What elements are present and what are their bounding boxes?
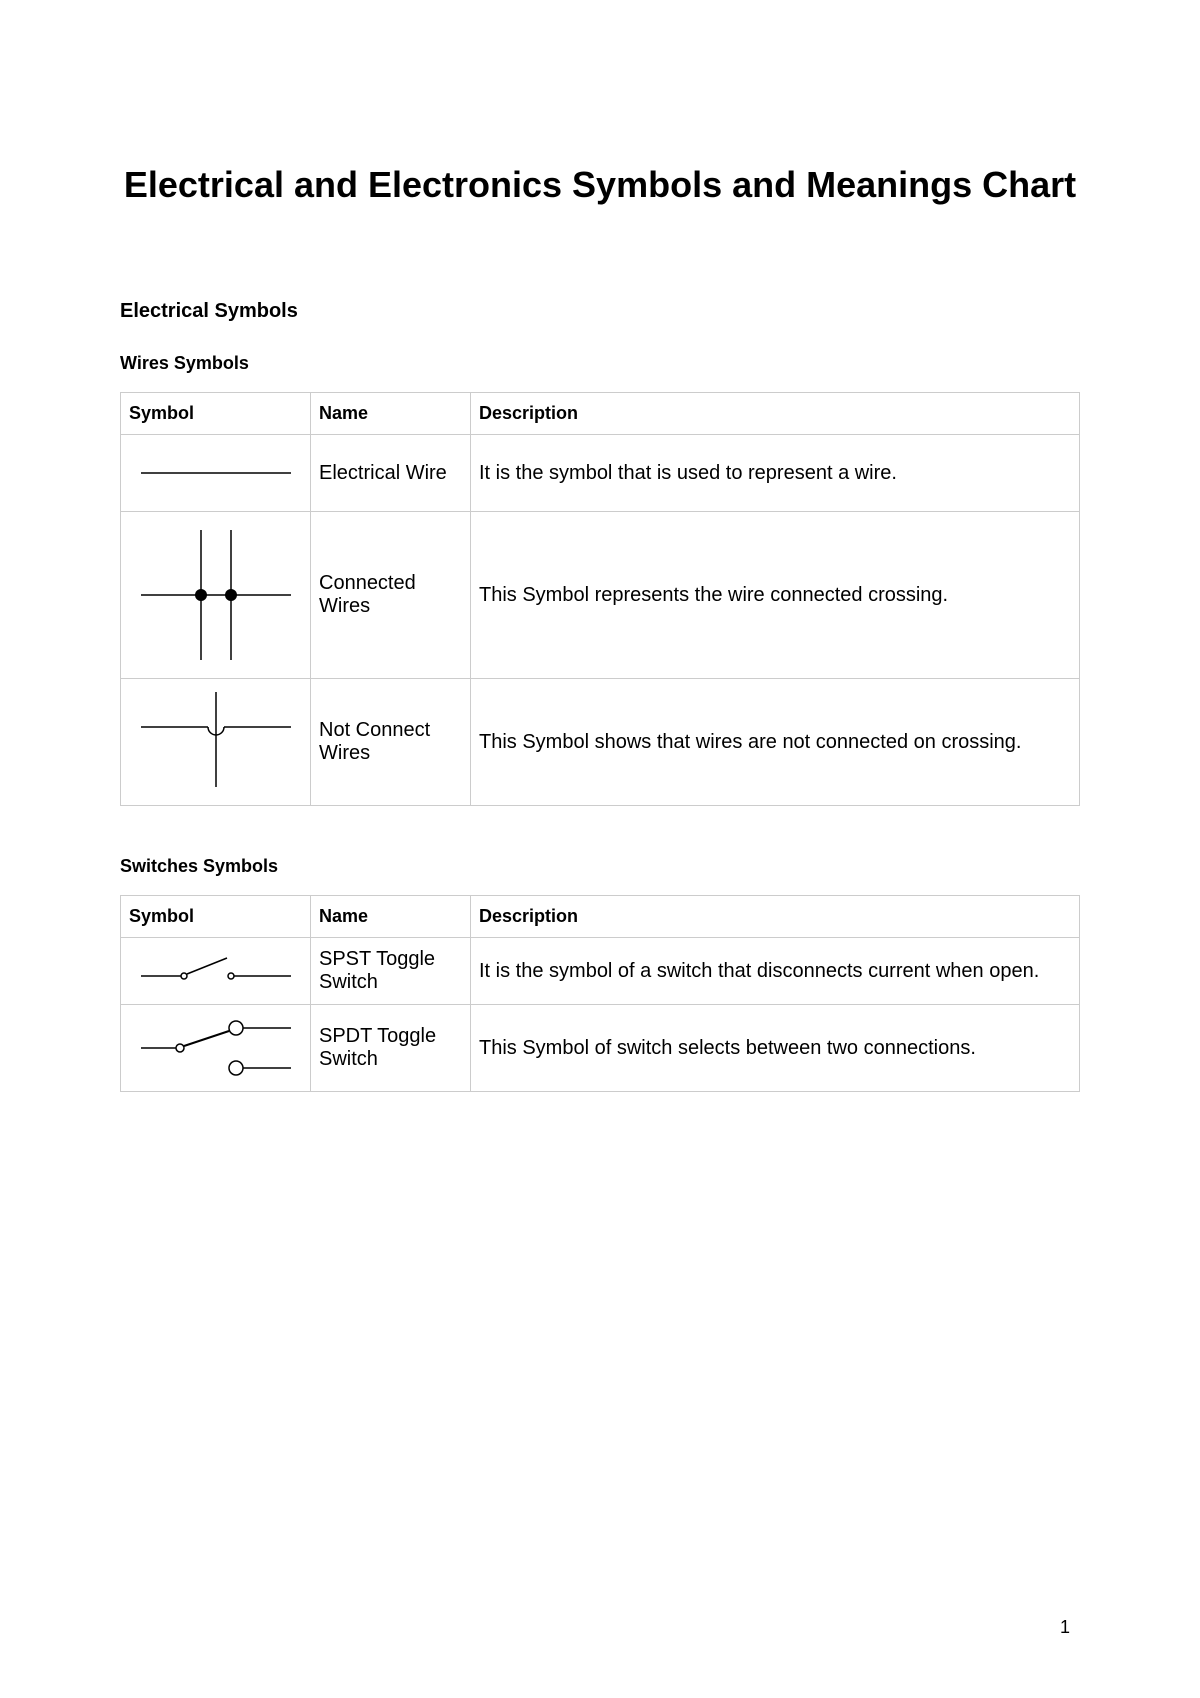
description-cell: It is the symbol of a switch that discon…	[471, 938, 1080, 1005]
table-row: Electrical Wire It is the symbol that is…	[121, 435, 1080, 512]
page-title: Electrical and Electronics Symbols and M…	[120, 160, 1080, 210]
wires-subsection-heading: Wires Symbols	[120, 353, 1080, 374]
column-header: Description	[471, 896, 1080, 938]
column-header: Name	[311, 896, 471, 938]
name-cell: Connected Wires	[311, 512, 471, 679]
connected-wires-icon	[131, 520, 301, 670]
column-header: Symbol	[121, 896, 311, 938]
page-number: 1	[1060, 1617, 1070, 1638]
description-cell: This Symbol shows that wires are not con…	[471, 679, 1080, 806]
not-connected-wires-icon	[131, 687, 301, 797]
table-row: SPST Toggle Switch It is the symbol of a…	[121, 938, 1080, 1005]
table-row: Not Connect Wires This Symbol shows that…	[121, 679, 1080, 806]
description-cell: It is the symbol that is used to represe…	[471, 435, 1080, 512]
section-heading: Electrical Symbols	[120, 300, 1080, 323]
name-cell: SPDT Toggle Switch	[311, 1005, 471, 1092]
column-header: Symbol	[121, 393, 311, 435]
spst-switch-icon	[131, 946, 301, 996]
symbol-cell-not-connected-wires	[121, 679, 311, 806]
table-header-row: Symbol Name Description	[121, 896, 1080, 938]
name-cell: SPST Toggle Switch	[311, 938, 471, 1005]
description-cell: This Symbol represents the wire connecte…	[471, 512, 1080, 679]
name-cell: Electrical Wire	[311, 435, 471, 512]
table-row: Connected Wires This Symbol represents t…	[121, 512, 1080, 679]
table-row: SPDT Toggle Switch This Symbol of switch…	[121, 1005, 1080, 1092]
symbol-cell-spst	[121, 938, 311, 1005]
spdt-switch-icon	[131, 1013, 301, 1083]
switches-subsection-heading: Switches Symbols	[120, 856, 1080, 877]
name-cell: Not Connect Wires	[311, 679, 471, 806]
symbol-cell-connected-wires	[121, 512, 311, 679]
column-header: Name	[311, 393, 471, 435]
wires-table: Symbol Name Description Electrical Wire …	[120, 392, 1080, 806]
column-header: Description	[471, 393, 1080, 435]
switches-table: Symbol Name Description SPST Toggle Swit…	[120, 895, 1080, 1092]
description-cell: This Symbol of switch selects between tw…	[471, 1005, 1080, 1092]
table-header-row: Symbol Name Description	[121, 393, 1080, 435]
symbol-cell-wire	[121, 435, 311, 512]
electrical-wire-icon	[131, 443, 301, 503]
symbol-cell-spdt	[121, 1005, 311, 1092]
